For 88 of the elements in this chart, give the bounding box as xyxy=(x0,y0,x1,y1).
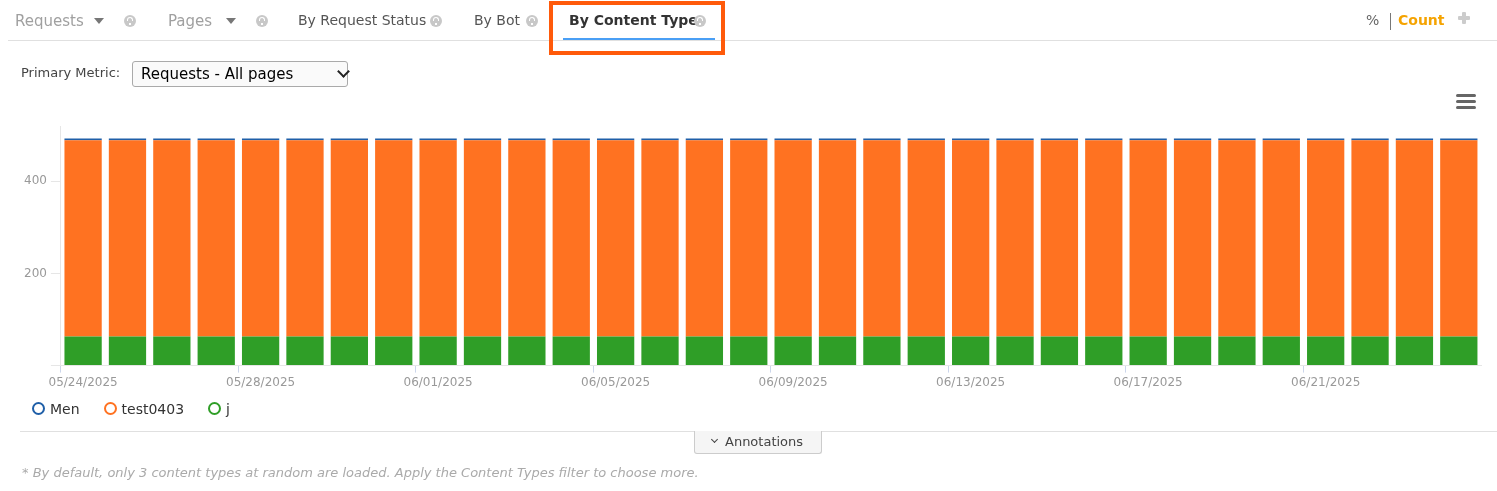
bar xyxy=(1129,336,1167,366)
bar xyxy=(419,140,457,337)
bar xyxy=(1262,336,1300,366)
bar xyxy=(907,336,945,366)
x-tick-label: 06/21/2025 xyxy=(1291,374,1361,389)
bar xyxy=(330,336,368,366)
bar xyxy=(641,336,679,366)
bar xyxy=(241,140,280,337)
bar xyxy=(907,140,945,337)
bar xyxy=(1173,140,1212,337)
bar xyxy=(1440,336,1478,366)
bar xyxy=(1395,140,1434,337)
bar xyxy=(64,336,102,366)
bar xyxy=(153,336,191,366)
text: % xyxy=(1366,12,1380,28)
bar xyxy=(508,336,546,366)
x-tick-label: 05/28/2025 xyxy=(226,374,296,389)
text: Annotations xyxy=(694,431,822,454)
x-tick-label: 06/01/2025 xyxy=(403,374,473,389)
legend-label: j xyxy=(224,401,230,417)
bar xyxy=(952,140,990,337)
bar xyxy=(818,336,857,366)
text: By Request Status xyxy=(298,12,427,28)
text: * By default, only 3 content types at random are loaded. Apply the Content Types filter to choose more. xyxy=(22,465,699,480)
bar xyxy=(463,140,502,337)
bar xyxy=(774,336,812,366)
x-tick-label: 06/09/2025 xyxy=(758,374,828,389)
legend-label: test0403 xyxy=(120,401,185,417)
bar xyxy=(1173,336,1212,366)
x-tick-label: 06/05/2025 xyxy=(581,374,651,389)
bar xyxy=(197,140,235,337)
bar xyxy=(508,140,546,337)
bar xyxy=(108,336,147,366)
bar xyxy=(197,336,235,366)
bar xyxy=(375,336,413,366)
bar xyxy=(286,140,324,337)
bar xyxy=(552,336,590,366)
bar xyxy=(774,140,812,337)
bar xyxy=(596,336,635,366)
bar xyxy=(1040,336,1079,366)
bar xyxy=(996,140,1034,337)
bar xyxy=(1129,140,1167,337)
bar xyxy=(818,140,857,337)
bar xyxy=(641,140,679,337)
bar xyxy=(463,336,502,366)
bar xyxy=(863,140,901,337)
bar xyxy=(552,140,590,337)
text: Primary Metric: xyxy=(21,65,121,80)
bar xyxy=(1040,140,1079,337)
text: Count xyxy=(1398,12,1445,28)
bar xyxy=(685,336,724,366)
bar xyxy=(1351,336,1389,366)
bar xyxy=(419,336,457,366)
legend-label: Men xyxy=(49,401,80,417)
y-tick-label: 200 xyxy=(24,265,47,280)
bar xyxy=(1395,336,1434,366)
bar xyxy=(730,336,768,366)
bar xyxy=(730,140,768,337)
bar xyxy=(330,140,368,337)
text: By Bot xyxy=(474,12,520,28)
bar xyxy=(1307,140,1345,337)
bar xyxy=(1218,336,1256,366)
bar xyxy=(1440,140,1478,337)
bar xyxy=(685,140,724,337)
bar xyxy=(1085,336,1123,366)
bar xyxy=(1351,140,1389,337)
bar xyxy=(286,336,324,366)
y-tick-label: 400 xyxy=(24,173,47,188)
bar xyxy=(1307,336,1345,366)
bar xyxy=(1218,140,1256,337)
bar xyxy=(863,336,901,366)
x-tick-label: 06/13/2025 xyxy=(936,374,1006,389)
bar xyxy=(1262,140,1300,337)
bar xyxy=(64,140,102,337)
bar xyxy=(375,140,413,337)
text: Requests xyxy=(15,12,84,30)
text: By Content Type xyxy=(569,12,698,28)
bar xyxy=(596,140,635,337)
x-tick-label: 06/17/2025 xyxy=(1113,374,1183,389)
bar xyxy=(952,336,990,366)
bar xyxy=(1085,140,1123,337)
bar xyxy=(996,336,1034,366)
text: Pages xyxy=(168,12,213,30)
bar xyxy=(153,140,191,337)
text: Requests - All pages xyxy=(132,61,348,87)
x-tick-label: 05/24/2025 xyxy=(48,374,118,389)
bar xyxy=(241,336,280,366)
bar xyxy=(108,140,147,337)
